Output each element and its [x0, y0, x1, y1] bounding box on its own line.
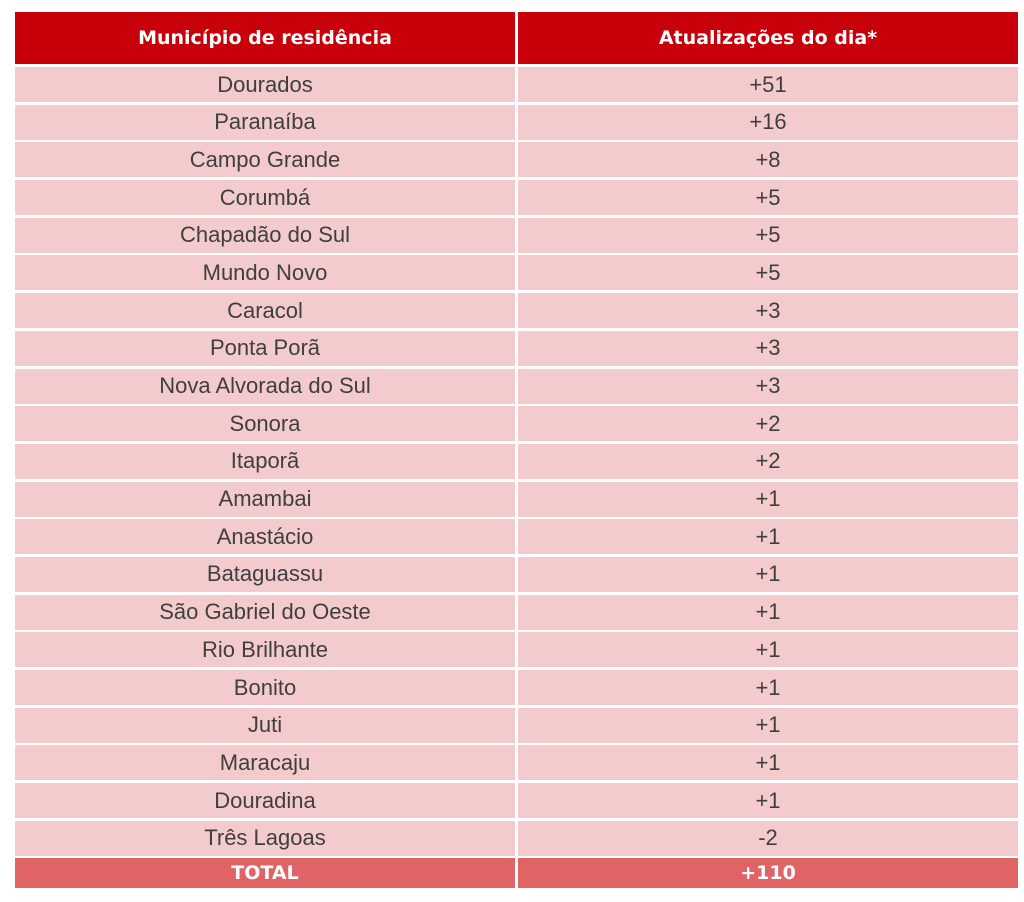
column-divider — [515, 556, 518, 592]
table-total-row: TOTAL +110 — [15, 858, 1018, 889]
municipality-cell: Bonito — [15, 670, 515, 705]
municipality-cell: Amambai — [15, 481, 515, 517]
municipality-cell: Douradina — [15, 783, 515, 819]
table-row: Sonora +2 — [15, 406, 1018, 442]
table-row: Bonito +1 — [15, 670, 1018, 705]
column-divider — [515, 858, 518, 889]
municipality-cell: Caracol — [15, 293, 515, 329]
table-row: Amambai +1 — [15, 481, 1018, 517]
table-header-row: Município de residência Atualizações do … — [15, 12, 1018, 64]
updates-cell: +16 — [518, 104, 1018, 140]
municipality-cell: Sonora — [15, 406, 515, 442]
updates-cell: +3 — [518, 330, 1018, 366]
updates-cell: +1 — [518, 632, 1018, 668]
updates-cell: +51 — [518, 67, 1018, 102]
municipality-cell: Juti — [15, 707, 515, 743]
column-divider — [515, 745, 518, 781]
updates-cell: +5 — [518, 255, 1018, 291]
column-divider — [515, 293, 518, 329]
column-divider — [515, 330, 518, 366]
updates-cell: +2 — [518, 406, 1018, 442]
municipality-cell: Corumbá — [15, 180, 515, 216]
table-row: Maracaju +1 — [15, 745, 1018, 781]
updates-cell: +3 — [518, 368, 1018, 404]
table-row: Dourados +51 — [15, 67, 1018, 102]
updates-cell: +1 — [518, 745, 1018, 781]
municipality-cell: Bataguassu — [15, 556, 515, 592]
column-divider — [515, 104, 518, 140]
updates-cell: +1 — [518, 481, 1018, 517]
column-divider — [515, 670, 518, 705]
column-divider — [515, 142, 518, 178]
table-row: Bataguassu +1 — [15, 556, 1018, 592]
updates-cell: +1 — [518, 519, 1018, 555]
table-row: Itaporã +2 — [15, 443, 1018, 479]
table-row: Douradina +1 — [15, 783, 1018, 819]
updates-cell: +1 — [518, 670, 1018, 705]
municipality-cell: Nova Alvorada do Sul — [15, 368, 515, 404]
municipality-cell: Chapadão do Sul — [15, 217, 515, 253]
updates-cell: +5 — [518, 217, 1018, 253]
table-row: Caracol +3 — [15, 293, 1018, 329]
updates-table: Município de residência Atualizações do … — [15, 12, 1018, 889]
updates-cell: +3 — [518, 293, 1018, 329]
municipality-cell: Ponta Porã — [15, 330, 515, 366]
updates-cell: +5 — [518, 180, 1018, 216]
municipality-cell: Paranaíba — [15, 104, 515, 140]
column-divider — [515, 12, 518, 64]
table-row: Três Lagoas -2 — [15, 820, 1018, 856]
total-value: +110 — [518, 858, 1018, 889]
total-label: TOTAL — [15, 858, 515, 889]
column-divider — [515, 67, 518, 102]
header-updates: Atualizações do dia* — [518, 12, 1018, 64]
column-divider — [515, 217, 518, 253]
table-row: Paranaíba +16 — [15, 104, 1018, 140]
municipality-cell: Rio Brilhante — [15, 632, 515, 668]
column-divider — [515, 519, 518, 555]
table-row: Juti +1 — [15, 707, 1018, 743]
updates-cell: +1 — [518, 594, 1018, 630]
column-divider — [515, 443, 518, 479]
table-row: Campo Grande +8 — [15, 142, 1018, 178]
updates-cell: +8 — [518, 142, 1018, 178]
column-divider — [515, 594, 518, 630]
updates-cell: +1 — [518, 783, 1018, 819]
column-divider — [515, 180, 518, 216]
column-divider — [515, 707, 518, 743]
column-divider — [515, 783, 518, 819]
municipality-cell: Três Lagoas — [15, 820, 515, 856]
municipality-cell: Dourados — [15, 67, 515, 102]
table-row: Rio Brilhante +1 — [15, 632, 1018, 668]
table-row: Ponta Porã +3 — [15, 330, 1018, 366]
column-divider — [515, 406, 518, 442]
table-row: Chapadão do Sul +5 — [15, 217, 1018, 253]
updates-cell: -2 — [518, 820, 1018, 856]
column-divider — [515, 632, 518, 668]
municipality-cell: Mundo Novo — [15, 255, 515, 291]
municipality-cell: Campo Grande — [15, 142, 515, 178]
municipality-cell: Maracaju — [15, 745, 515, 781]
column-divider — [515, 255, 518, 291]
table-row: Nova Alvorada do Sul +3 — [15, 368, 1018, 404]
table-row: Corumbá +5 — [15, 180, 1018, 216]
updates-cell: +2 — [518, 443, 1018, 479]
table-row: São Gabriel do Oeste +1 — [15, 594, 1018, 630]
header-municipality: Município de residência — [15, 12, 515, 64]
updates-cell: +1 — [518, 707, 1018, 743]
column-divider — [515, 368, 518, 404]
municipality-cell: São Gabriel do Oeste — [15, 594, 515, 630]
column-divider — [515, 481, 518, 517]
municipality-cell: Itaporã — [15, 443, 515, 479]
updates-cell: +1 — [518, 556, 1018, 592]
table-body: Dourados +51 Paranaíba +16 Campo Grande +8 Cor… — [15, 67, 1018, 856]
table-row: Anastácio +1 — [15, 519, 1018, 555]
table-row: Mundo Novo +5 — [15, 255, 1018, 291]
municipality-cell: Anastácio — [15, 519, 515, 555]
column-divider — [515, 820, 518, 856]
